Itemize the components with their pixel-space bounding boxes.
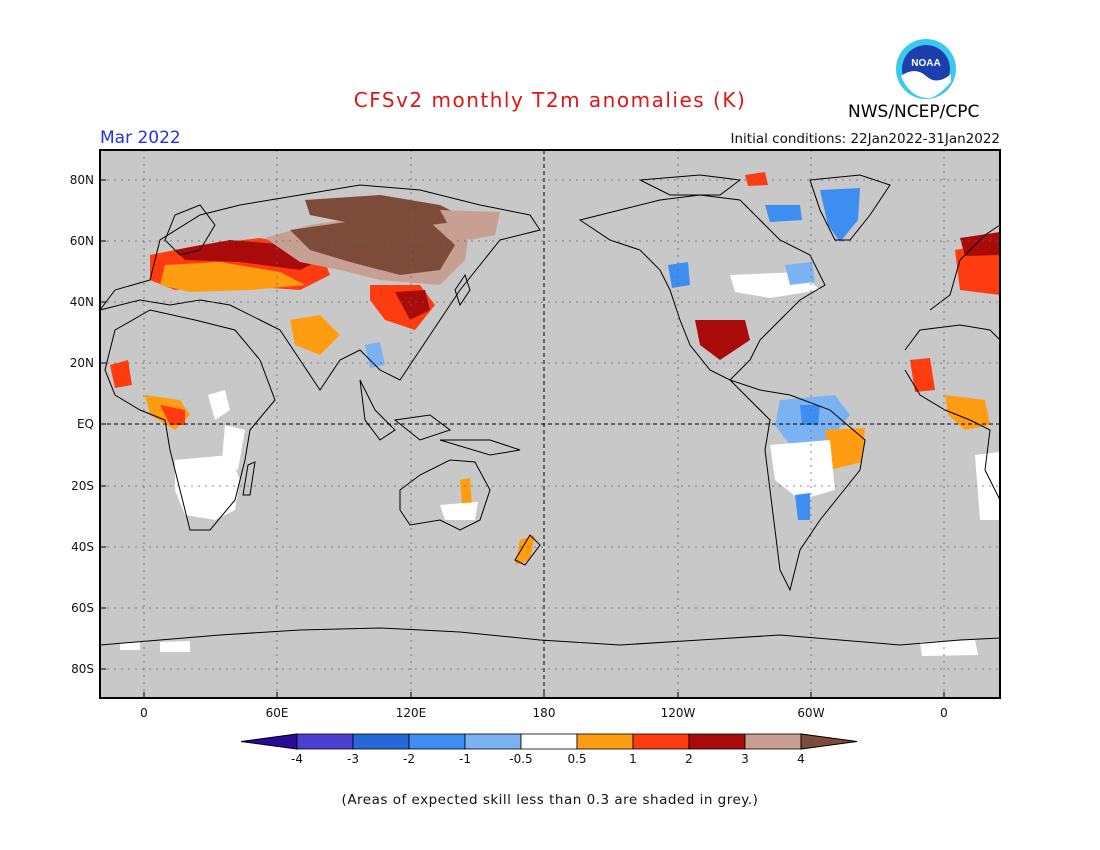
logo-text: NOAA: [911, 58, 940, 69]
lat-label: 40N: [69, 295, 94, 309]
colorbar-tick-label: -3: [347, 752, 359, 766]
colorbar-tick-label: -2: [403, 752, 415, 766]
anomaly-shading: [110, 172, 1000, 656]
colorbar-tick-label: -4: [291, 752, 303, 766]
map-title: CFSv2 monthly T2m anomalies (K): [353, 88, 747, 112]
map-frame: [99, 149, 1001, 699]
colorbar-tick-label: -1: [459, 752, 471, 766]
lon-label: 0: [140, 706, 148, 720]
lon-label: 120E: [395, 706, 427, 720]
lat-label: 20S: [71, 479, 94, 493]
organization-label: NWS/NCEP/CPC: [848, 102, 980, 122]
lat-label: 60S: [71, 601, 94, 615]
colorbar-swatch: [352, 733, 410, 750]
colorbar-tick-label: -0.5: [509, 752, 533, 766]
colorbar-swatch: [464, 733, 522, 750]
colorbar-swatch: [520, 733, 578, 750]
lon-label: 60W: [797, 706, 825, 720]
colorbar-swatch: [576, 733, 634, 750]
skill-footnote: (Areas of expected skill less than 0.3 a…: [341, 792, 759, 808]
colorbar-tick-label: 0.5: [567, 752, 587, 766]
lat-label: 80N: [69, 173, 94, 187]
colorbar-arrow-low: [240, 733, 298, 750]
lat-label: EQ: [76, 417, 94, 431]
lon-label: 60E: [265, 706, 289, 720]
colorbar-swatch: [632, 733, 690, 750]
lon-label: 120W: [660, 706, 696, 720]
colorbar-arrow-high: [800, 733, 858, 750]
colorbar-tick-label: 2: [685, 752, 693, 766]
lat-label: 20N: [69, 356, 94, 370]
colorbar-swatch: [408, 733, 466, 750]
colorbar-tick-label: 1: [629, 752, 637, 766]
colorbar-tick-label: 3: [741, 752, 749, 766]
lat-label: 60N: [69, 234, 94, 248]
coastlines: [98, 174, 1001, 646]
lat-label: 80S: [71, 662, 94, 676]
colorbar-tick-label: 4: [797, 752, 805, 766]
noaa-logo: NOAA: [895, 38, 957, 100]
valid-month: Mar 2022: [100, 128, 181, 148]
colorbar-swatch: [744, 733, 802, 750]
lat-label: 40S: [71, 540, 94, 554]
reference-lines: [100, 150, 1000, 698]
colorbar-swatch: [688, 733, 746, 750]
lon-label: 180: [532, 706, 556, 720]
initial-conditions: Initial conditions: 22Jan2022-31Jan2022: [730, 131, 1001, 147]
lon-label: 0: [940, 706, 948, 720]
colorbar-swatch: [296, 733, 354, 750]
